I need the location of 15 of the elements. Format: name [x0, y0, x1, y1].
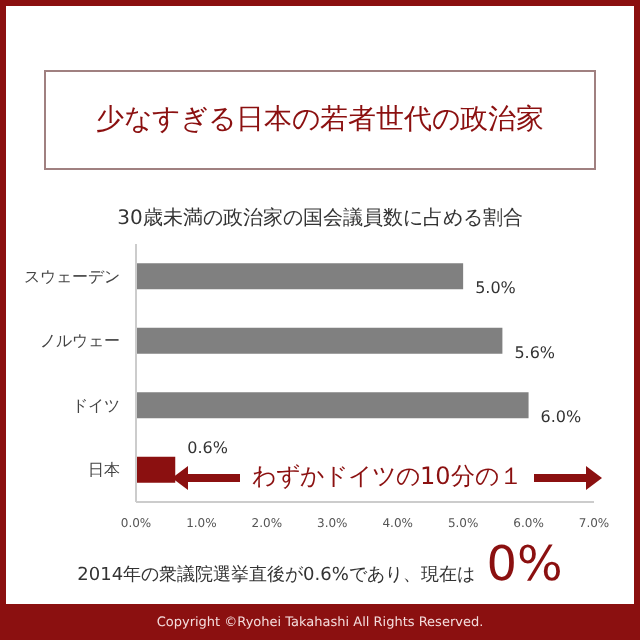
data-label: 5.6%	[514, 343, 556, 362]
data-label: 5.0%	[475, 279, 517, 298]
bar	[136, 392, 529, 419]
bar	[136, 263, 464, 290]
chart-subtitle: 30歳未満の政治家の国会議員数に占める割合	[115, 205, 525, 232]
bar	[136, 327, 503, 354]
data-label: 0.6%	[187, 438, 229, 457]
y-tick-label: スウェーデン	[24, 267, 120, 286]
y-tick-label: ドイツ	[72, 396, 120, 415]
y-tick-label: 日本	[88, 461, 120, 480]
chart-title: 少なすぎる日本の若者世代の政治家	[44, 70, 596, 170]
data-label: 6.0%	[540, 408, 583, 427]
text: 2014年の衆議院選挙直後が0.6%であり、現在は 0%	[77, 536, 563, 592]
y-tick-label: ノルウェー	[40, 332, 120, 351]
annotation: わずかドイツの10分の１	[252, 460, 523, 494]
